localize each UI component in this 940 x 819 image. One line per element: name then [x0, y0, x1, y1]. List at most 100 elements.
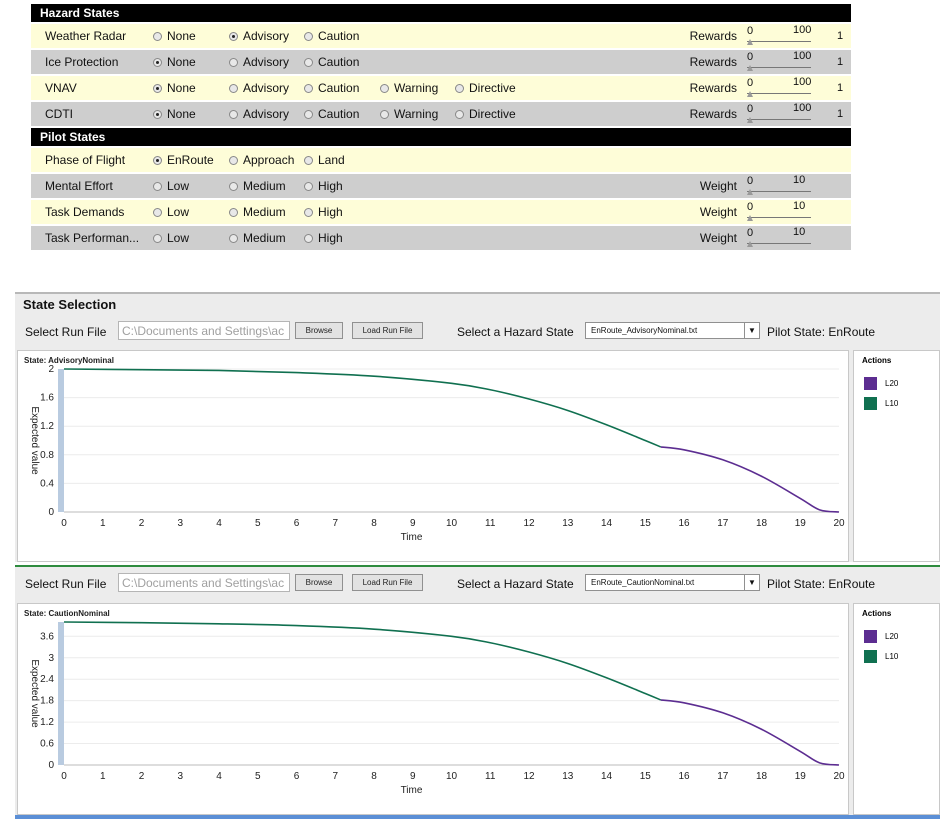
radio-option[interactable]: Medium — [229, 205, 286, 219]
radio-option[interactable]: Caution — [304, 29, 359, 43]
radio-option[interactable]: High — [304, 231, 343, 245]
radio-option[interactable]: Warning — [380, 107, 438, 121]
slider-track[interactable] — [747, 93, 811, 94]
slider-track[interactable] — [747, 67, 811, 68]
radio-dot-icon[interactable] — [380, 83, 389, 93]
slider-thumb[interactable] — [747, 39, 753, 45]
pilot-state-readout: Pilot State: EnRoute — [767, 325, 876, 339]
radio-dot-icon[interactable] — [153, 57, 162, 67]
radio-dot-icon[interactable] — [153, 155, 162, 165]
slider-thumb[interactable] — [747, 189, 753, 195]
slider-track[interactable] — [747, 191, 811, 192]
chevron-down-icon[interactable]: ▼ — [744, 575, 759, 590]
x-tick-label: 10 — [446, 518, 458, 529]
radio-dot-icon[interactable] — [304, 233, 313, 243]
radio-option[interactable]: None — [153, 29, 196, 43]
slider-thumb[interactable] — [747, 241, 753, 247]
radio-option[interactable]: Advisory — [229, 29, 289, 43]
radio-option[interactable]: Directive — [455, 81, 516, 95]
radio-dot-icon[interactable] — [455, 83, 464, 93]
slider-thumb[interactable] — [747, 65, 753, 71]
radio-option[interactable]: Advisory — [229, 107, 289, 121]
chevron-down-icon[interactable]: ▼ — [744, 323, 759, 338]
browse-button[interactable]: Browse — [295, 322, 343, 339]
radio-dot-icon[interactable] — [304, 181, 313, 191]
radio-dot-icon[interactable] — [153, 181, 162, 191]
radio-dot-icon[interactable] — [304, 31, 313, 41]
radio-option[interactable]: None — [153, 55, 196, 69]
radio-option[interactable]: Low — [153, 179, 189, 193]
slider-track[interactable] — [747, 217, 811, 218]
x-tick-label: 1 — [100, 518, 106, 529]
slider-thumb[interactable] — [747, 91, 753, 97]
slider-track[interactable] — [747, 243, 811, 244]
slider-thumb[interactable] — [747, 215, 753, 221]
radio-option[interactable]: None — [153, 107, 196, 121]
x-axis-label: Time — [401, 532, 423, 543]
radio-option[interactable]: Directive — [455, 107, 516, 121]
radio-dot-icon[interactable] — [380, 109, 389, 119]
radio-option[interactable]: Medium — [229, 179, 286, 193]
radio-dot-icon[interactable] — [229, 233, 238, 243]
radio-option[interactable]: Caution — [304, 81, 359, 95]
radio-option[interactable]: EnRoute — [153, 153, 214, 167]
x-tick-label: 14 — [601, 518, 613, 529]
radio-dot-icon[interactable] — [229, 181, 238, 191]
radio-option[interactable]: Caution — [304, 55, 359, 69]
radio-dot-icon[interactable] — [229, 31, 238, 41]
hazard-state-select[interactable]: EnRoute_AdvisoryNominal.txt ▼ — [585, 322, 760, 339]
x-tick-label: 11 — [485, 771, 496, 782]
radio-dot-icon[interactable] — [153, 109, 162, 119]
radio-option[interactable]: Low — [153, 205, 189, 219]
radio-option[interactable]: Low — [153, 231, 189, 245]
radio-option[interactable]: High — [304, 205, 343, 219]
radio-dot-icon[interactable] — [304, 155, 313, 165]
radio-dot-icon[interactable] — [229, 109, 238, 119]
slider-max: 10 — [793, 200, 806, 212]
legend-item-l10: L10 — [864, 650, 898, 663]
radio-dot-icon[interactable] — [229, 57, 238, 67]
radio-dot-icon[interactable] — [304, 83, 313, 93]
radio-option[interactable]: Approach — [229, 153, 294, 167]
browse-button[interactable]: Browse — [295, 574, 343, 591]
legend-title: Actions — [862, 609, 892, 618]
slider-track[interactable] — [747, 41, 811, 42]
radio-option[interactable]: High — [304, 179, 343, 193]
radio-dot-icon[interactable] — [229, 207, 238, 217]
radio-dot-icon[interactable] — [229, 155, 238, 165]
radio-option[interactable]: Medium — [229, 231, 286, 245]
radio-dot-icon[interactable] — [153, 31, 162, 41]
y-axis-label: Expected value — [29, 659, 40, 728]
radio-dot-icon[interactable] — [229, 83, 238, 93]
radio-dot-icon[interactable] — [304, 207, 313, 217]
radio-option[interactable]: Warning — [380, 81, 438, 95]
weight-label: Weight — [699, 205, 737, 219]
slider-thumb[interactable] — [747, 117, 753, 123]
x-tick-label: 8 — [371, 518, 377, 529]
radio-option[interactable]: Advisory — [229, 55, 289, 69]
radio-dot-icon[interactable] — [455, 109, 464, 119]
slider-track[interactable] — [747, 119, 811, 120]
x-tick-label: 5 — [255, 518, 261, 529]
run-file-input[interactable]: C:\Documents and Settings\ac — [118, 573, 290, 592]
radio-dot-icon[interactable] — [304, 109, 313, 119]
x-tick-label: 8 — [371, 771, 377, 782]
radio-option[interactable]: Caution — [304, 107, 359, 121]
load-run-file-button[interactable]: Load Run File — [352, 574, 423, 591]
x-tick-label: 12 — [523, 771, 535, 782]
slider-max: 10 — [793, 226, 806, 238]
radio-option[interactable]: Land — [304, 153, 345, 167]
slider-max: 10 — [793, 174, 806, 186]
row-label: Task Performan... — [45, 231, 140, 245]
radio-dot-icon[interactable] — [153, 233, 162, 243]
run-file-input[interactable]: C:\Documents and Settings\ac — [118, 321, 290, 340]
radio-label: Directive — [469, 107, 516, 121]
radio-dot-icon[interactable] — [153, 207, 162, 217]
row-label: CDTI — [45, 107, 73, 121]
radio-dot-icon[interactable] — [153, 83, 162, 93]
radio-option[interactable]: Advisory — [229, 81, 289, 95]
hazard-state-select[interactable]: EnRoute_CautionNominal.txt ▼ — [585, 574, 760, 591]
load-run-file-button[interactable]: Load Run File — [352, 322, 423, 339]
radio-option[interactable]: None — [153, 81, 196, 95]
radio-dot-icon[interactable] — [304, 57, 313, 67]
